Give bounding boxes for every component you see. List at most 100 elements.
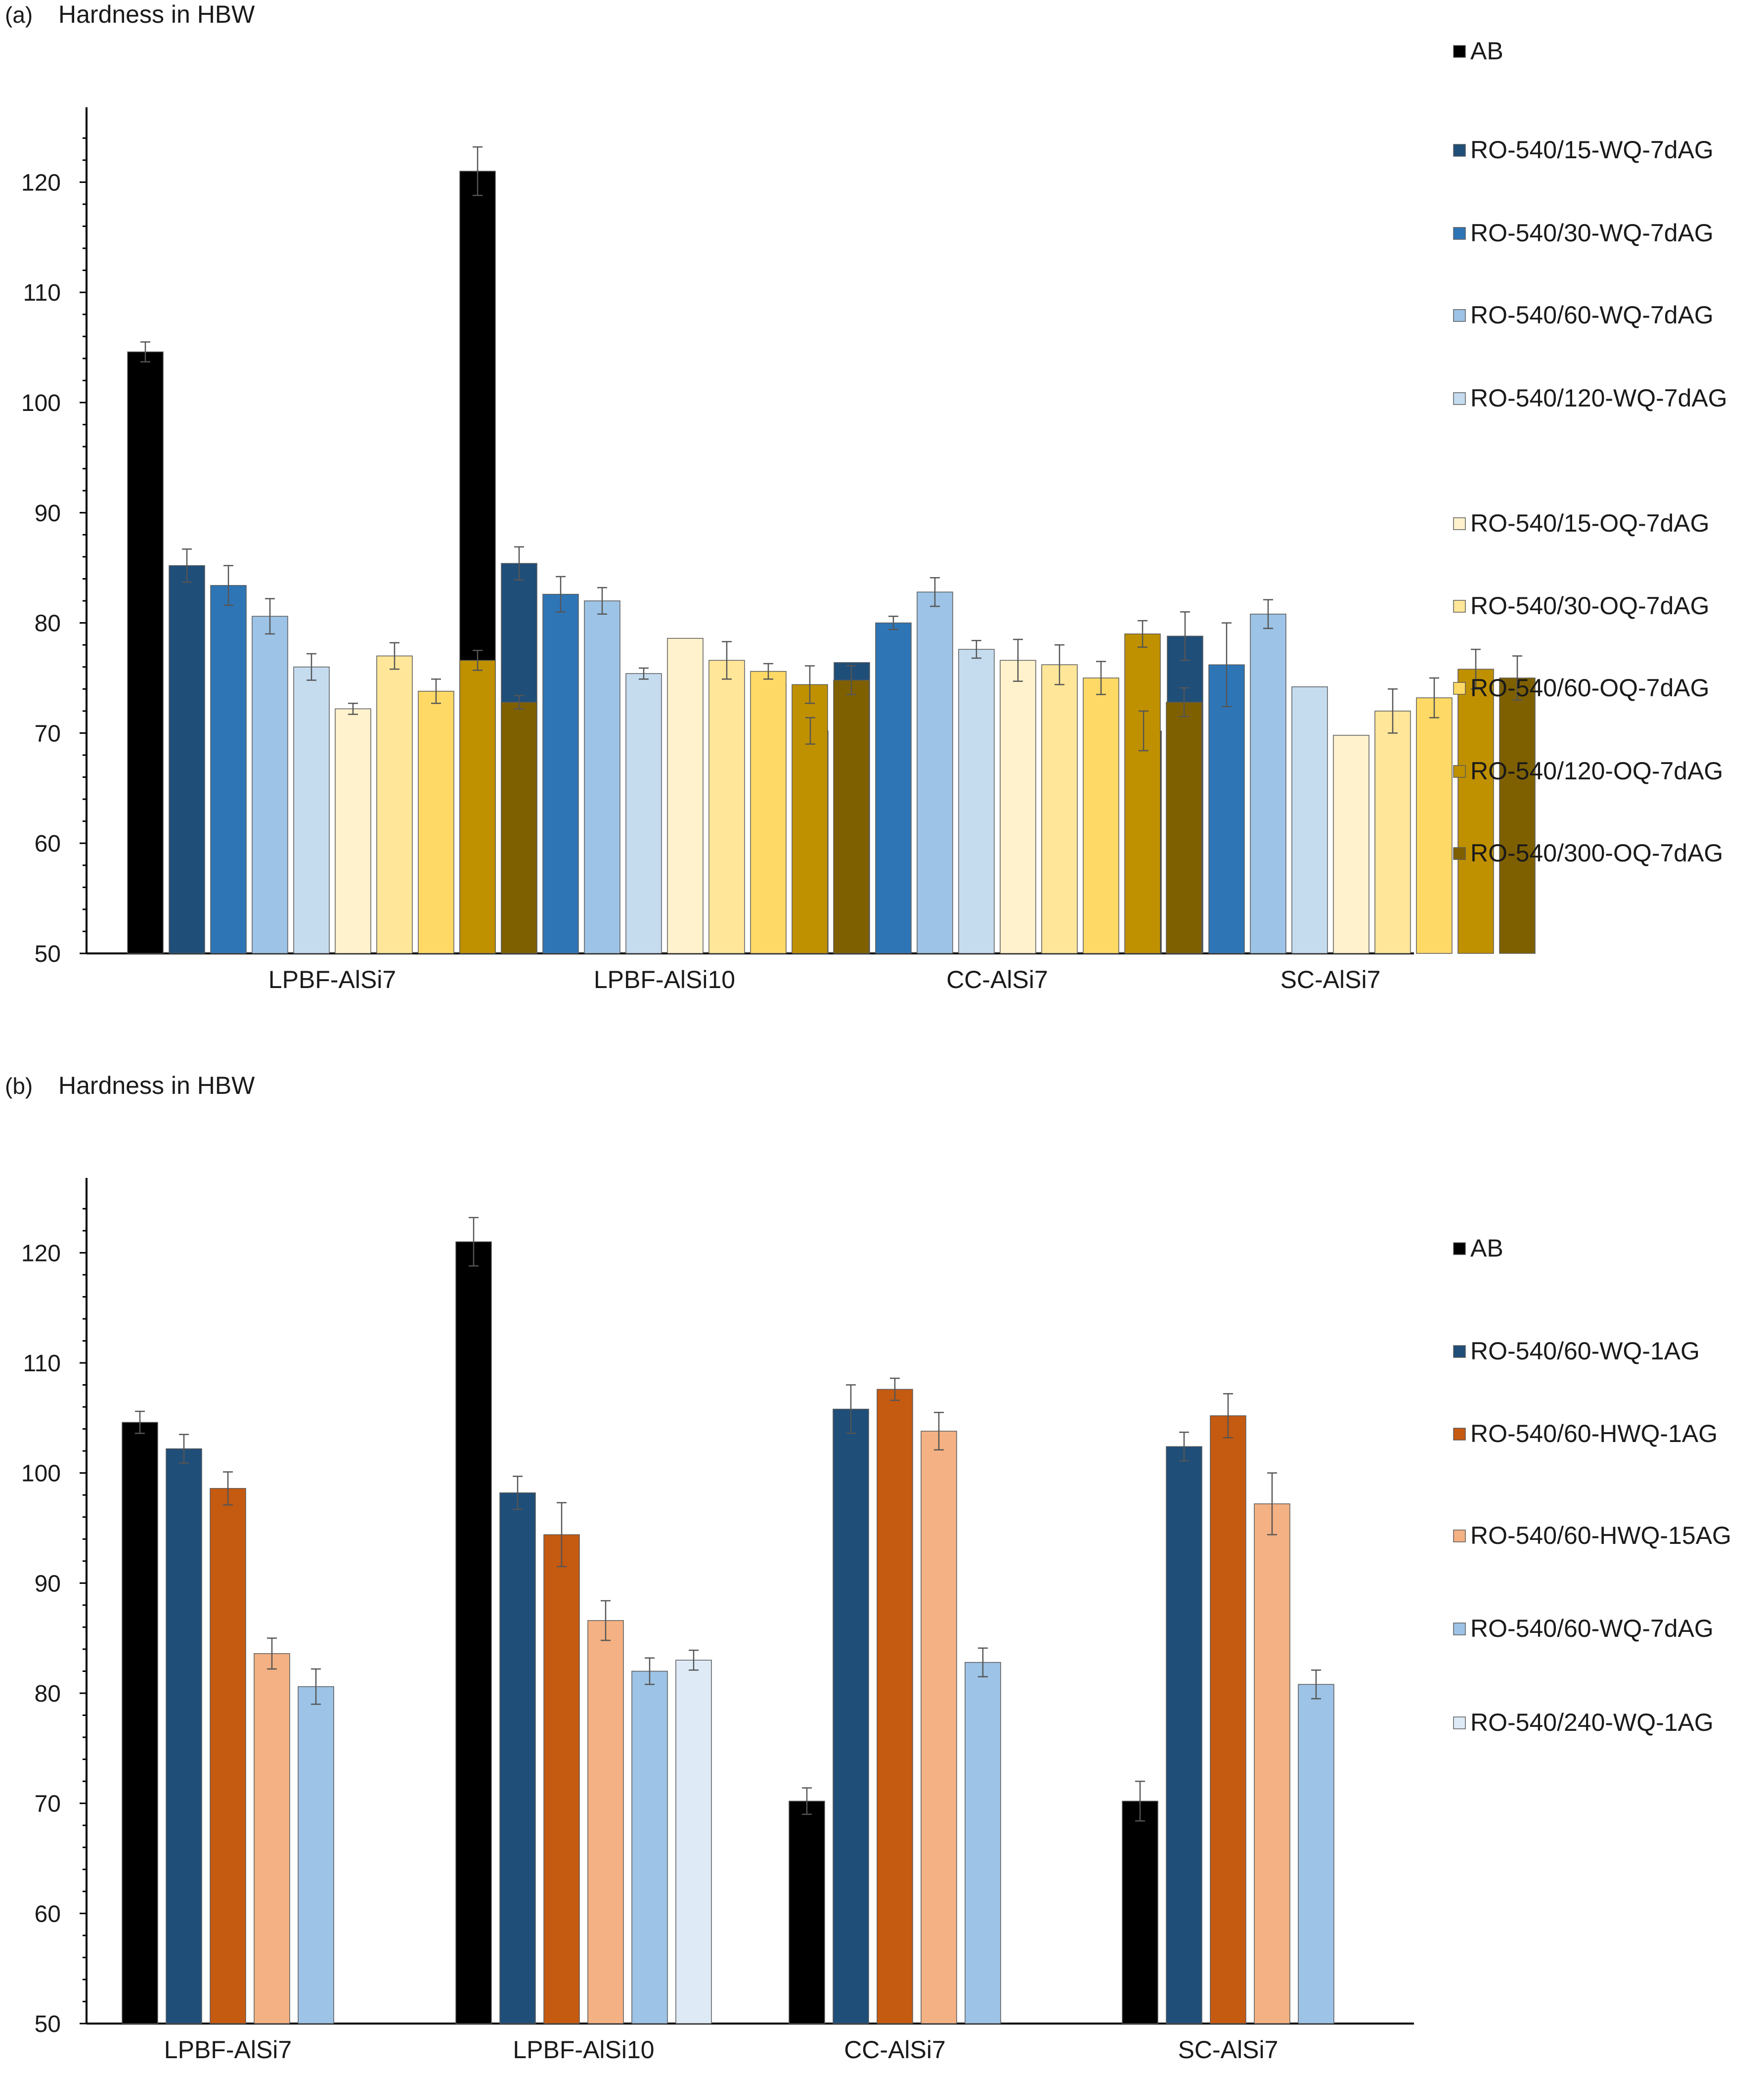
legend-item: RO-540/120-OQ-7dAG [1453,757,1723,785]
legend-swatch [1453,144,1466,157]
legend-swatch [1453,1530,1466,1542]
bar [293,666,330,954]
legend-swatch [1453,765,1466,778]
legend-swatch [1453,227,1466,240]
bar [877,1389,913,2024]
x-category-label: LPBF-AlSi7 [164,2036,292,2064]
panel-b-error-bars [135,1217,1321,1822]
chart-panel-b: (b) Hardness in HBW 5060708090100110120 … [5,1072,1731,2064]
y-tick-label: 100 [21,390,61,416]
bar [543,1534,580,2024]
y-tick-label: 110 [23,1351,61,1377]
bar [667,638,704,954]
legend-label: RO-540/60-HWQ-1AG [1470,1420,1718,1447]
bar [418,690,454,954]
error-bar [645,1657,655,1685]
legend-item: RO-540/60-OQ-7dAG [1453,674,1710,702]
error-bar [601,1600,611,1641]
legend-item: AB [1453,37,1503,65]
legend-item: AB [1453,1234,1503,1262]
legend-label: RO-540/60-WQ-1AG [1470,1337,1700,1365]
x-category-label: LPBF-AlSi10 [513,2036,654,2064]
legend-swatch [1453,1716,1466,1729]
error-bar [1013,638,1023,682]
error-bar [1055,644,1064,685]
bar [1166,702,1202,954]
error-bar [1512,655,1522,701]
legend-label: RO-540/120-OQ-7dAG [1470,757,1723,785]
bar [875,622,912,954]
x-category-label: LPBF-AlSi7 [268,966,396,993]
error-bar [348,702,358,715]
panel-a-legend: AB RO-540/15-WQ-7dAG RO-540/30-WQ-7dAG RO-5… [1453,37,1727,867]
error-bar [930,577,940,607]
error-bar [802,1787,812,1815]
error-bar [805,665,815,704]
legend-swatch [1453,1242,1466,1255]
bar [210,585,247,954]
error-bar [1471,648,1481,690]
y-tick-label: 70 [35,1791,61,1817]
legend-label: RO-540/30-WQ-7dAG [1470,219,1714,247]
panel-a-y-tick-labels: 50 60 70 80 90 100 110 120 [21,170,61,967]
legend-item: RO-540/60-WQ-7dAG [1453,301,1714,329]
bar [127,351,164,954]
y-tick-label: 80 [35,1681,61,1707]
bar [376,655,413,954]
error-bar [267,1637,277,1670]
error-bar [1179,1432,1189,1462]
error-bar [469,1217,479,1267]
legend-item: RO-540/30-WQ-7dAG [1453,219,1714,247]
legend-swatch [1453,600,1466,613]
error-bar [223,1471,233,1506]
legend-item: RO-540/15-WQ-7dAG [1453,136,1714,164]
error-bar [1388,688,1398,734]
legend-swatch [1453,309,1466,322]
bar [542,593,579,954]
bar [1000,660,1036,954]
legend-item: RO-540/300-OQ-7dAG [1453,839,1723,867]
panel-b-bars [122,1241,1334,2024]
bar [501,702,537,954]
bar [1333,735,1369,954]
error-bar [890,1377,900,1401]
bar [965,1662,1001,2024]
chart-panel-a: (a) Hardness in HBW 5060708090100110120 … [5,0,1727,993]
error-bar [223,565,233,606]
error-bar [846,665,856,695]
bar [1457,669,1494,954]
legend-label: AB [1470,37,1503,65]
error-bar [1138,620,1147,648]
error-bar [1180,611,1190,661]
y-tick-label: 70 [35,721,61,747]
x-category-label: SC-AlSi7 [1280,966,1381,993]
error-bar [307,653,316,681]
legend-item: RO-540/120-WQ-7dAG [1453,384,1727,412]
x-category-label: LPBF-AlSi10 [594,966,735,993]
legend-item: RO-540/60-HWQ-1AG [1453,1420,1718,1447]
bar [708,660,745,954]
y-tick-label: 50 [35,941,61,967]
bar [166,1448,202,2024]
panel-a-category-labels: LPBF-AlSi7 LPBF-AlSi10 CC-AlSi7 SC-AlSi7 [268,966,1381,993]
y-tick-label: 100 [21,1461,61,1487]
legend-swatch [1453,1428,1466,1441]
bar [1499,677,1536,954]
legend-swatch [1453,45,1466,58]
panel-b-label: (b) [5,1073,33,1099]
legend-item: RO-540/240-WQ-1AG [1453,1709,1714,1736]
error-bar [265,598,275,635]
bar [958,649,995,954]
legend-label: RO-540/300-OQ-7dAG [1470,839,1723,867]
legend-swatch [1453,847,1466,860]
error-bar [805,717,815,745]
error-bar [557,1502,567,1568]
error-bar [182,548,192,583]
legend-label: RO-540/60-WQ-7dAG [1470,301,1714,329]
bar [1210,1415,1246,2024]
panel-b-y-tick-labels: 50 60 70 80 90 100 110 120 [21,1240,61,2037]
error-bar [140,341,150,362]
error-bar [1311,1669,1321,1700]
bar [455,1241,492,2024]
bar [921,1431,957,2024]
